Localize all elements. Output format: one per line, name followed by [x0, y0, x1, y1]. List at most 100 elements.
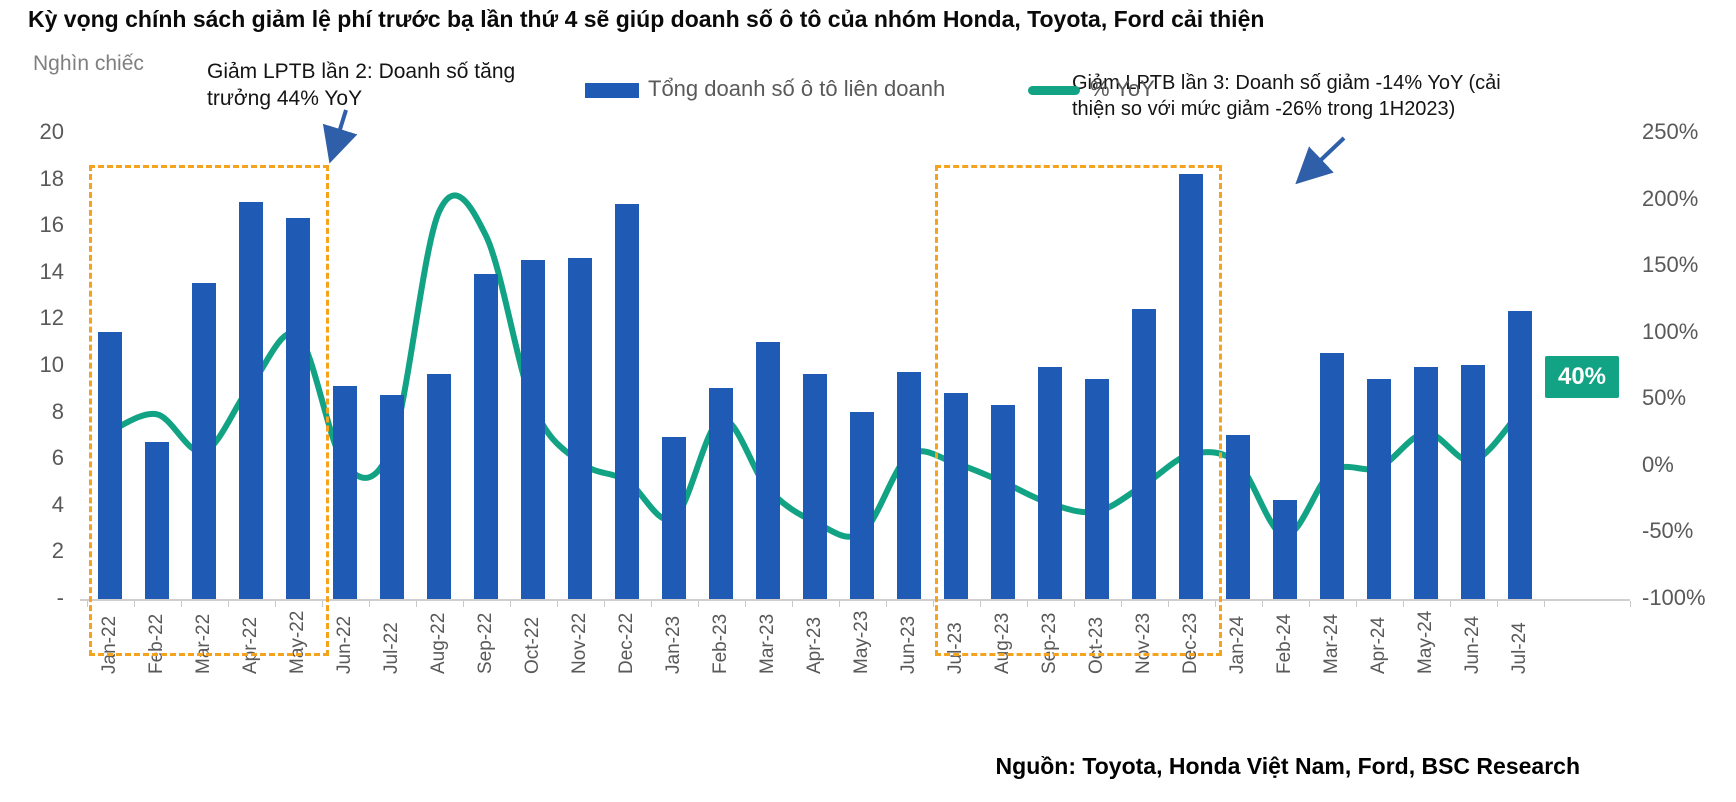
x-axis-tick	[1630, 601, 1631, 607]
x-axis-label-Mar-23: Mar-23	[757, 613, 778, 674]
x-axis-label-Dec-23: Dec-23	[1180, 612, 1201, 674]
chart-title: Kỳ vọng chính sách giảm lệ phí trước bạ …	[28, 6, 1265, 32]
x-axis-label-Nov-23: Nov-23	[1133, 612, 1154, 674]
x-axis-tick	[791, 601, 793, 607]
x-axis-tick	[1402, 601, 1404, 607]
right-axis-tick-label: -100%	[1642, 585, 1706, 610]
x-axis-tick	[321, 601, 323, 607]
bar-Jun-23	[897, 371, 921, 599]
bar-Jun-24	[1461, 365, 1485, 599]
x-axis-tick	[1214, 601, 1216, 607]
x-axis-tick	[227, 601, 229, 607]
x-axis-tick	[603, 601, 605, 607]
x-axis-tick	[932, 601, 934, 607]
x-axis-label-Nov-22: Nov-22	[569, 612, 590, 674]
legend-bar-swatch	[585, 83, 639, 98]
x-axis-label-Mar-24: Mar-24	[1321, 613, 1342, 674]
left-axis-tick-label: 4	[51, 491, 64, 517]
annotation-arrow-2-icon	[1295, 136, 1346, 185]
bar-Jun-22	[333, 385, 357, 599]
bar-Mar-24	[1320, 353, 1344, 599]
bar-Mar-22	[192, 283, 216, 599]
x-axis-tick	[650, 601, 652, 607]
bar-Oct-22	[521, 260, 545, 599]
x-axis-label-Jun-22: Jun-22	[334, 615, 355, 674]
x-axis-tick	[1449, 601, 1451, 607]
bar-Jul-23	[944, 392, 968, 599]
x-axis-label-Feb-24: Feb-24	[1274, 613, 1295, 674]
x-axis-tick	[86, 601, 88, 607]
x-axis-label-Dec-22: Dec-22	[616, 612, 637, 674]
x-axis-label-Oct-22: Oct-22	[522, 616, 543, 674]
x-axis-label-Apr-24: Apr-24	[1368, 616, 1389, 674]
x-axis-tick	[697, 601, 699, 607]
right-axis-tick-label: -50%	[1642, 518, 1694, 544]
x-axis-tick	[1261, 601, 1263, 607]
bar-Nov-22	[568, 257, 592, 599]
x-axis-label-Aug-23: Aug-23	[992, 612, 1013, 674]
x-axis-tick	[180, 601, 182, 607]
bar-Mar-23	[756, 341, 780, 599]
left-axis-tick-label: 2	[51, 538, 64, 564]
x-axis-tick	[744, 601, 746, 607]
x-axis-tick	[415, 601, 417, 607]
x-axis-label-Apr-23: Apr-23	[804, 616, 825, 674]
x-axis-tick	[1543, 601, 1545, 607]
line-end-data-label: 40%	[1545, 356, 1619, 398]
left-axis-tick-label: -	[56, 585, 64, 610]
x-axis-label-Jul-22: Jul-22	[381, 622, 402, 674]
right-axis-tick-label: 250%	[1642, 119, 1699, 144]
bar-Dec-22	[615, 204, 639, 599]
x-axis-tick	[1308, 601, 1310, 607]
annotation-arrow-1-icon	[322, 109, 358, 164]
left-axis-tick-label: 14	[39, 258, 64, 284]
left-axis-unit-label: Nghìn chiếc	[33, 52, 144, 75]
bar-May-22	[286, 218, 310, 599]
bar-May-24	[1414, 367, 1438, 599]
x-axis-tick	[462, 601, 464, 607]
right-axis-tick-label: 50%	[1642, 385, 1687, 411]
x-axis-tick	[885, 601, 887, 607]
x-axis-label-Sep-23: Sep-23	[1039, 612, 1060, 674]
x-axis-label-Mar-22: Mar-22	[193, 613, 214, 674]
x-axis-tick	[274, 601, 276, 607]
x-axis-tick	[1496, 601, 1498, 607]
bar-Oct-23	[1085, 378, 1109, 599]
x-axis-tick	[1167, 601, 1169, 607]
x-axis-label-May-22: May-22	[287, 610, 308, 674]
x-axis-label-Feb-23: Feb-23	[710, 613, 731, 674]
x-axis-label-Jan-23: Jan-23	[663, 615, 684, 674]
bar-May-23	[850, 411, 874, 599]
legend-line-swatch	[1028, 86, 1080, 95]
x-axis-label-Feb-22: Feb-22	[146, 613, 167, 674]
bar-Aug-23	[991, 404, 1015, 599]
x-axis-tick	[838, 601, 840, 607]
left-axis-tick-label: 18	[39, 165, 64, 191]
x-axis-label-Jan-22: Jan-22	[99, 615, 120, 674]
legend-bar-label: Tổng doanh số ô tô liên doanh	[648, 76, 946, 101]
x-axis-tick	[1355, 601, 1357, 607]
x-axis-label-May-23: May-23	[851, 610, 872, 674]
bar-Jan-23	[662, 437, 686, 599]
left-axis-tick-label: 10	[39, 352, 64, 377]
x-axis-tick	[1120, 601, 1122, 607]
x-axis-label-Jul-24: Jul-24	[1509, 622, 1530, 674]
bar-Apr-22	[239, 201, 263, 599]
x-axis-tick	[556, 601, 558, 607]
x-axis-label-Aug-22: Aug-22	[428, 612, 449, 674]
bar-Jan-22	[98, 332, 122, 599]
x-axis-label-Jan-24: Jan-24	[1227, 615, 1248, 674]
source-note: Nguồn: Toyota, Honda Việt Nam, Ford, BSC…	[995, 753, 1580, 779]
left-axis-tick-label: 6	[51, 445, 64, 471]
bar-Apr-23	[803, 374, 827, 599]
x-axis-tick	[133, 601, 135, 607]
bar-Apr-24	[1367, 378, 1391, 599]
x-axis-label-Apr-22: Apr-22	[240, 616, 261, 674]
left-axis-tick-label: 8	[51, 398, 64, 424]
x-axis-tick	[509, 601, 511, 607]
x-axis-label-May-24: May-24	[1415, 610, 1436, 674]
right-axis-tick-label: 0%	[1642, 451, 1674, 477]
left-axis-tick-label: 16	[39, 212, 64, 238]
bar-Jan-24	[1226, 434, 1250, 599]
